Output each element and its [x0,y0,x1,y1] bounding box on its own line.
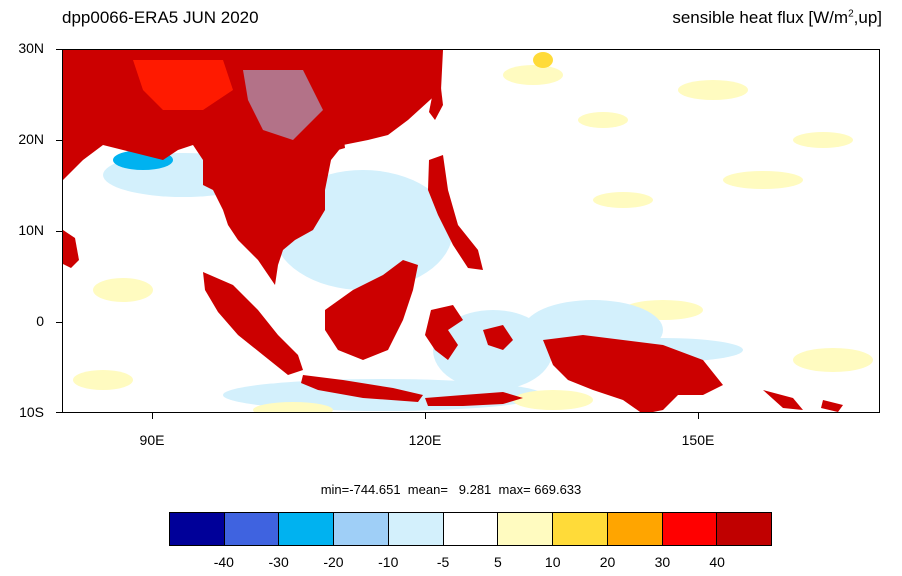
map-panel [62,49,880,413]
sea-patch [93,278,153,302]
colorbar-swatch [224,513,280,545]
colorbar [169,512,772,546]
colorbar-swatch [717,513,772,545]
island-sumatra [203,272,303,375]
colorbar-label: -5 [436,554,450,570]
axis-tick [56,231,62,232]
colorbar-label: -40 [213,554,234,570]
sea-patch [723,171,803,189]
sea-patch [433,310,553,390]
islands-east [763,390,803,410]
sea-patch [593,192,653,208]
colorbar-swatch [334,513,389,545]
colorbar-label: 40 [709,554,725,570]
islands-moluccas [483,325,513,350]
colorbar-swatch [553,513,608,545]
axis-tick [56,322,62,323]
island-borneo [325,260,418,360]
colorbar-swatch [170,513,225,545]
title-right-tail: ,up] [853,8,882,27]
colorbar-label: -20 [323,554,344,570]
colorbar-swatch [388,513,444,545]
mainland-asia [63,50,443,285]
island-hainan [325,132,345,152]
sea-patch [73,370,133,390]
lat-label-10s: 10S [19,404,44,420]
island-java [301,375,423,402]
sea-patch [533,52,553,68]
colorbar-label: -30 [268,554,289,570]
axis-tick [56,412,62,413]
colorbar-swatch [662,513,718,545]
island-sri-lanka [63,230,79,268]
island-sulawesi [425,305,463,360]
lat-label-10n: 10N [18,222,44,238]
sea-patch [513,390,593,410]
sea-patch [253,402,333,412]
colorbar-label: -10 [378,554,399,570]
colorbar-label: 30 [654,554,671,570]
sensible-heat-flux-map [63,50,873,412]
colorbar-swatch [279,513,335,545]
lon-label-120e: 120E [408,432,442,448]
plot-title-right: sensible heat flux [W/m2,up] [672,8,882,28]
lat-label-30n: 30N [18,40,44,56]
land-cool-region [243,70,323,140]
colorbar-label: 20 [599,554,616,570]
lat-label-0: 0 [36,313,44,329]
island-taiwan [429,88,443,120]
stats-line: min=-744.651 mean= 9.281 max= 669.633 [320,482,582,497]
colorbar-swatch [498,513,554,545]
lon-label-150e: 150E [681,432,715,448]
islands-east [821,400,843,412]
island-new-guinea [543,335,723,412]
land-warm-region [133,60,233,110]
lat-label-20n: 20N [18,131,44,147]
axis-tick [698,413,699,419]
colorbar-label: 10 [544,554,561,570]
axis-tick [56,140,62,141]
sea-patch [678,80,748,100]
colorbar-swatch [443,513,499,545]
title-right-superscript: 2 [848,8,854,20]
lon-label-90e: 90E [139,432,165,448]
islands-lesser-sunda [425,392,523,406]
colorbar-label: 5 [494,554,502,570]
land-masses [63,50,843,412]
colorbar-swatch [607,513,663,545]
axis-tick [152,413,153,419]
sea-patch [793,348,873,372]
sea-patch [578,112,628,128]
title-right-main: sensible heat flux [W/m [672,8,849,27]
plot-title-left: dpp0066-ERA5 JUN 2020 [62,8,259,27]
axis-tick [56,49,62,50]
islands-philippines [428,155,483,270]
axis-tick [425,413,426,419]
sea-patch [793,132,853,148]
sea-patch [503,65,563,85]
